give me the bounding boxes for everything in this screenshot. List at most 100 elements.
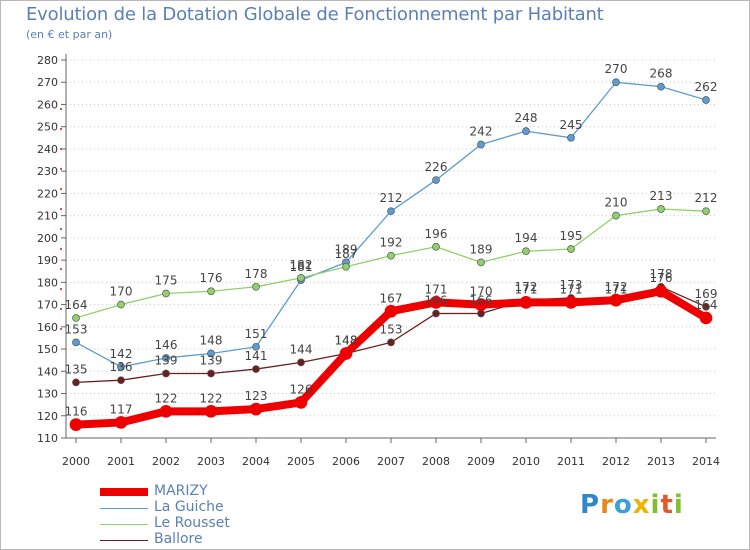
data-label-la-guiche: 268 bbox=[650, 67, 673, 81]
data-point-ballore bbox=[702, 302, 710, 311]
legend-swatch bbox=[100, 488, 148, 496]
data-point-la-guiche bbox=[162, 354, 170, 362]
data-label-la-guiche: 189 bbox=[335, 242, 358, 256]
data-label-le-rousset: 195 bbox=[560, 229, 583, 243]
data-point-marizy bbox=[474, 298, 488, 311]
data-point-le-rousset bbox=[162, 289, 170, 298]
series-group bbox=[69, 78, 713, 432]
data-label-la-guiche: 142 bbox=[110, 347, 133, 361]
data-label-le-rousset: 170 bbox=[110, 285, 133, 299]
data-point-le-rousset bbox=[477, 258, 485, 267]
data-point-le-rousset bbox=[432, 242, 440, 251]
edge-marker bbox=[60, 268, 62, 270]
data-label-ballore: 148 bbox=[335, 334, 358, 348]
data-label-le-rousset: 213 bbox=[650, 189, 673, 203]
data-point-la-guiche bbox=[432, 176, 440, 184]
y-tick-label: 140 bbox=[37, 365, 58, 378]
data-point-le-rousset bbox=[252, 282, 260, 291]
y-tick-label: 110 bbox=[37, 432, 58, 445]
x-tick-label: 2004 bbox=[242, 455, 270, 468]
x-tick-label: 2001 bbox=[107, 455, 135, 468]
data-label-ballore: 166 bbox=[470, 293, 493, 307]
logo-letter: r bbox=[600, 490, 614, 520]
logo-letter: t bbox=[660, 490, 674, 520]
data-label-ballore: 135 bbox=[65, 362, 88, 376]
y-tick-label: 220 bbox=[37, 187, 58, 200]
data-label-le-rousset: 175 bbox=[155, 273, 178, 287]
data-label-marizy: 172 bbox=[605, 280, 628, 294]
data-label-ballore: 153 bbox=[380, 322, 403, 336]
data-point-la-guiche bbox=[612, 78, 620, 87]
data-point-le-rousset bbox=[342, 262, 350, 271]
x-axis-ticks: 2000 2001 2002 2003 2004 2005 2006 2007 2008 2009… bbox=[62, 455, 720, 468]
y-tick-label: 240 bbox=[37, 143, 58, 156]
y-tick-label: 270 bbox=[37, 76, 58, 89]
edge-marker bbox=[60, 128, 62, 130]
data-point-marizy bbox=[654, 284, 668, 298]
data-point-marizy bbox=[384, 304, 398, 318]
data-label-la-guiche: 242 bbox=[470, 124, 493, 138]
edge-marker bbox=[60, 248, 62, 250]
legend-item-le-rousset: Le Rousset bbox=[100, 515, 320, 532]
legend-label: La Guiche bbox=[154, 499, 224, 515]
data-label-le-rousset: 210 bbox=[605, 196, 628, 210]
y-tick-label: 170 bbox=[37, 299, 58, 312]
data-label-marizy: 170 bbox=[470, 285, 493, 299]
data-label-la-guiche: 148 bbox=[200, 334, 223, 348]
data-label-la-guiche: 212 bbox=[380, 191, 403, 205]
x-tick-label: 2014 bbox=[692, 455, 720, 468]
data-label-la-guiche: 262 bbox=[695, 80, 718, 94]
chart-title: Evolution de la Dotation Globale de Fonc… bbox=[26, 4, 604, 25]
data-point-marizy bbox=[429, 296, 443, 309]
edge-marker bbox=[60, 188, 62, 190]
x-tick-label: 2013 bbox=[647, 455, 675, 468]
data-label-marizy: 123 bbox=[245, 389, 268, 403]
y-tick-label: 120 bbox=[37, 410, 58, 423]
data-label-marizy: 148 bbox=[335, 334, 358, 348]
data-label-le-rousset: 187 bbox=[335, 247, 358, 261]
x-tick-label: 2010 bbox=[512, 455, 540, 468]
data-label-ballore: 178 bbox=[650, 267, 673, 281]
data-point-marizy bbox=[294, 396, 308, 409]
data-label-ballore: 172 bbox=[515, 280, 538, 294]
data-point-marizy bbox=[609, 293, 623, 307]
data-label-marizy: 164 bbox=[695, 298, 718, 312]
legend-item-marizy: MARIZY bbox=[100, 483, 320, 500]
data-point-ballore bbox=[72, 378, 80, 387]
y-axis-ticks: 110 120 130 140 150 160 170 180 190 200 210 220 230 2… bbox=[37, 54, 58, 445]
data-label-marizy: 171 bbox=[560, 282, 583, 296]
data-point-ballore bbox=[207, 369, 215, 378]
data-point-le-rousset bbox=[522, 247, 530, 256]
x-tick-label: 2012 bbox=[602, 455, 630, 468]
logo-letter: P bbox=[580, 490, 601, 520]
data-label-ballore: 144 bbox=[290, 342, 313, 356]
data-point-la-guiche bbox=[522, 127, 530, 136]
edge-marker bbox=[60, 168, 62, 170]
chart-subtitle: (en € et par an) bbox=[26, 28, 113, 41]
x-tick-label: 2009 bbox=[467, 455, 495, 468]
y-tick-label: 210 bbox=[37, 210, 58, 223]
data-point-marizy bbox=[159, 404, 173, 418]
data-label-marizy: 171 bbox=[425, 282, 448, 296]
x-tick-label: 2006 bbox=[332, 455, 360, 468]
data-point-ballore bbox=[432, 309, 440, 318]
y-tick-label: 130 bbox=[37, 388, 58, 401]
data-point-le-rousset bbox=[117, 300, 125, 309]
x-tick-label: 2005 bbox=[287, 455, 315, 468]
data-point-la-guiche bbox=[387, 207, 395, 216]
grid-lines bbox=[66, 59, 716, 417]
data-point-marizy bbox=[699, 311, 713, 325]
y-tick-label: 200 bbox=[37, 232, 58, 245]
data-label-marizy: 117 bbox=[110, 402, 133, 416]
x-tick-label: 2007 bbox=[377, 455, 405, 468]
legend-swatch bbox=[100, 523, 148, 525]
logo-letter: i bbox=[650, 490, 661, 520]
legend-label: Ballore bbox=[154, 531, 203, 547]
data-labels: 153 142 146 148 151 181 189 212 226 242 248 245 270 2… bbox=[65, 62, 718, 418]
y-tick-label: 190 bbox=[37, 254, 58, 267]
data-point-la-guiche bbox=[477, 140, 485, 149]
data-label-marizy: 116 bbox=[65, 405, 88, 419]
logo-letter: i bbox=[673, 490, 684, 520]
data-point-ballore bbox=[117, 376, 125, 385]
